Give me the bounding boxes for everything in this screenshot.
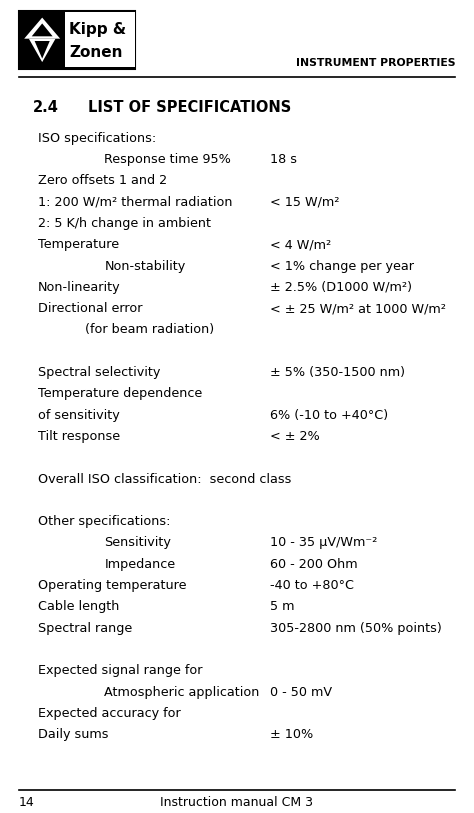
Text: 305-2800 nm (50% points): 305-2800 nm (50% points) [270, 622, 442, 635]
Text: 5 m: 5 m [270, 600, 295, 613]
Text: 10 - 35 μV/Wm⁻²: 10 - 35 μV/Wm⁻² [270, 537, 378, 550]
Text: < ± 2%: < ± 2% [270, 430, 320, 443]
Text: Spectral range: Spectral range [38, 622, 132, 635]
Text: 2: 5 K/h change in ambient: 2: 5 K/h change in ambient [38, 217, 211, 230]
Text: Temperature dependence: Temperature dependence [38, 387, 202, 400]
Text: ± 2.5% (D1000 W/m²): ± 2.5% (D1000 W/m²) [270, 280, 412, 293]
Text: Overall ISO classification:  second class: Overall ISO classification: second class [38, 472, 292, 485]
Text: Zonen: Zonen [70, 46, 123, 60]
Text: LIST OF SPECIFICATIONS: LIST OF SPECIFICATIONS [88, 100, 291, 115]
Text: 60 - 200 Ohm: 60 - 200 Ohm [270, 558, 358, 571]
Text: Other specifications:: Other specifications: [38, 515, 171, 528]
Text: of sensitivity: of sensitivity [38, 409, 119, 422]
Bar [19, 11, 135, 69]
Text: Spectral selectivity: Spectral selectivity [38, 366, 160, 379]
Text: Expected signal range for: Expected signal range for [38, 664, 202, 677]
Text: Daily sums: Daily sums [38, 728, 109, 741]
Text: ISO specifications:: ISO specifications: [38, 132, 156, 145]
Text: Impedance: Impedance [104, 558, 175, 571]
Text: 18 s: 18 s [270, 153, 297, 166]
Text: Expected accuracy for: Expected accuracy for [38, 706, 181, 720]
Text: Directional error: Directional error [38, 302, 142, 315]
Bar [65, 12, 135, 67]
Text: Tilt response: Tilt response [38, 430, 120, 443]
Text: < 4 W/m²: < 4 W/m² [270, 238, 331, 251]
Text: (for beam radiation): (for beam radiation) [85, 324, 214, 337]
Text: 1: 200 W/m² thermal radiation: 1: 200 W/m² thermal radiation [38, 196, 232, 209]
Text: Non-stability: Non-stability [104, 259, 185, 272]
Text: Instruction manual CM 3: Instruction manual CM 3 [161, 796, 313, 809]
Text: 2.4: 2.4 [33, 100, 59, 115]
Text: -40 to +80°C: -40 to +80°C [270, 579, 354, 592]
Text: Response time 95%: Response time 95% [104, 153, 231, 166]
Text: ± 5% (350-1500 nm): ± 5% (350-1500 nm) [270, 366, 405, 379]
Text: < ± 25 W/m² at 1000 W/m²: < ± 25 W/m² at 1000 W/m² [270, 302, 446, 315]
Text: ± 10%: ± 10% [270, 728, 313, 741]
Text: Cable length: Cable length [38, 600, 119, 613]
Text: Sensitivity: Sensitivity [104, 537, 171, 550]
Text: Zero offsets 1 and 2: Zero offsets 1 and 2 [38, 174, 167, 187]
Text: Operating temperature: Operating temperature [38, 579, 186, 592]
Text: 6% (-10 to +40°C): 6% (-10 to +40°C) [270, 409, 388, 422]
Text: 0 - 50 mV: 0 - 50 mV [270, 685, 332, 698]
Text: 14: 14 [19, 796, 35, 809]
Polygon shape [24, 18, 60, 39]
Text: Kipp &: Kipp & [70, 22, 127, 37]
Polygon shape [32, 24, 53, 37]
Text: Temperature: Temperature [38, 238, 119, 251]
Text: < 1% change per year: < 1% change per year [270, 259, 414, 272]
Text: Atmospheric application: Atmospheric application [104, 685, 260, 698]
Text: INSTRUMENT PROPERTIES: INSTRUMENT PROPERTIES [296, 59, 455, 68]
Polygon shape [35, 41, 50, 59]
Text: Non-linearity: Non-linearity [38, 280, 120, 293]
Text: < 15 W/m²: < 15 W/m² [270, 196, 340, 209]
Polygon shape [29, 39, 55, 62]
